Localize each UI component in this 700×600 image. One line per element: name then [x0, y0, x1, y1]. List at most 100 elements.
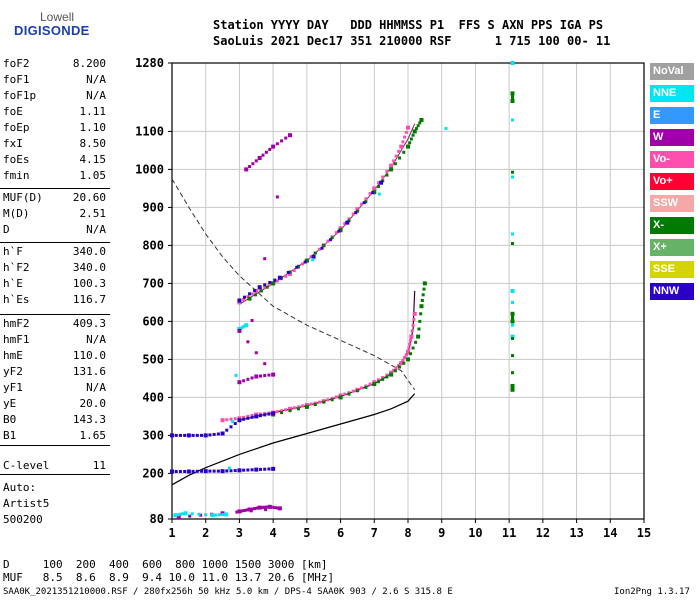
data-point [263, 283, 267, 287]
param-label: B1 [3, 429, 17, 442]
data-point [186, 469, 191, 474]
data-point [254, 414, 259, 419]
data-point [267, 467, 271, 471]
data-point [263, 374, 267, 378]
data-point [263, 257, 267, 261]
param-label: foF1p [3, 89, 37, 102]
y-tick-label: 200 [142, 466, 164, 480]
data-point [292, 406, 296, 410]
param-hf2: h`F2 340.0 [3, 261, 106, 277]
param-label: yF1 [3, 381, 23, 394]
data-point [271, 372, 276, 377]
data-point [248, 292, 252, 296]
data-point [411, 133, 415, 137]
data-point [418, 319, 422, 323]
data-point [510, 334, 515, 339]
x-tick-label: 12 [536, 526, 550, 540]
data-point [275, 279, 279, 283]
param-hmf1: hmF1 N/A [3, 333, 106, 349]
data-point [313, 403, 317, 407]
data-point [385, 375, 389, 379]
data-point [190, 512, 194, 516]
data-point [235, 510, 239, 514]
data-point [343, 392, 347, 396]
param-hmf2: hmF2 409.3 [3, 317, 106, 333]
legend-item-nnw: NNW [650, 283, 694, 300]
version-label: Ion2Png 1.3.17 [614, 587, 690, 597]
data-point [377, 185, 380, 188]
data-point [372, 382, 377, 387]
data-point [402, 361, 406, 365]
data-point [406, 125, 410, 130]
data-point [260, 505, 264, 509]
data-point [362, 201, 366, 205]
param-value: 1.05 [79, 169, 107, 182]
data-point [259, 289, 263, 293]
param-yf2: yF2 131.6 [3, 365, 106, 381]
data-point [510, 99, 515, 103]
data-point [511, 371, 515, 375]
data-point [355, 207, 360, 212]
x-tick-label: 11 [502, 526, 516, 540]
data-point [338, 395, 343, 400]
data-point [385, 169, 389, 173]
data-point [259, 374, 262, 378]
data-point [242, 468, 246, 472]
data-point [404, 130, 408, 134]
data-point [267, 373, 271, 377]
data-point [511, 387, 515, 391]
data-point [195, 469, 199, 473]
auto-program: Artist5 [3, 497, 50, 510]
data-point [250, 292, 254, 296]
param-label: hmF1 [3, 333, 30, 346]
data-point [511, 337, 515, 340]
param-value: 100.3 [72, 277, 106, 290]
data-point [408, 342, 412, 346]
param-label: foF1 [3, 73, 30, 86]
param-ye: yE 20.0 [3, 397, 106, 413]
data-point [403, 356, 407, 359]
data-point [237, 468, 242, 473]
data-point [242, 298, 246, 302]
data-point [411, 346, 415, 350]
data-point [364, 197, 368, 201]
data-point [244, 323, 249, 328]
data-point [216, 432, 220, 436]
param-value: 4.15 [79, 153, 107, 166]
param-label: foF2 [3, 57, 30, 70]
data-point [178, 433, 182, 437]
data-point [311, 258, 315, 262]
data-point [233, 417, 237, 421]
data-point [284, 274, 288, 278]
data-point [208, 469, 212, 473]
data-point [406, 349, 410, 354]
param-label: MUF(D) [3, 191, 43, 204]
data-point [271, 281, 276, 286]
data-point [275, 142, 279, 146]
data-point [253, 293, 257, 297]
data-point [264, 508, 268, 512]
data-point [225, 469, 229, 473]
data-point [309, 402, 313, 406]
data-point [304, 404, 309, 409]
data-point [338, 228, 343, 233]
data-point [417, 327, 421, 331]
data-point [511, 242, 515, 245]
data-point [170, 433, 174, 438]
data-point [277, 275, 282, 280]
data-point [221, 513, 225, 517]
data-point [208, 433, 212, 437]
data-point [173, 513, 178, 518]
param-value: 131.6 [72, 365, 106, 378]
data-point [250, 413, 254, 417]
data-point [313, 251, 317, 255]
param-label: fmin [3, 169, 30, 182]
data-point [511, 232, 515, 236]
param-label: h`F [3, 245, 23, 258]
data-point [250, 376, 254, 380]
data-point [214, 513, 218, 517]
data-point [377, 380, 380, 384]
param-label: hmE [3, 349, 23, 362]
x-tick-label: 6 [337, 526, 344, 540]
data-point [197, 512, 201, 516]
